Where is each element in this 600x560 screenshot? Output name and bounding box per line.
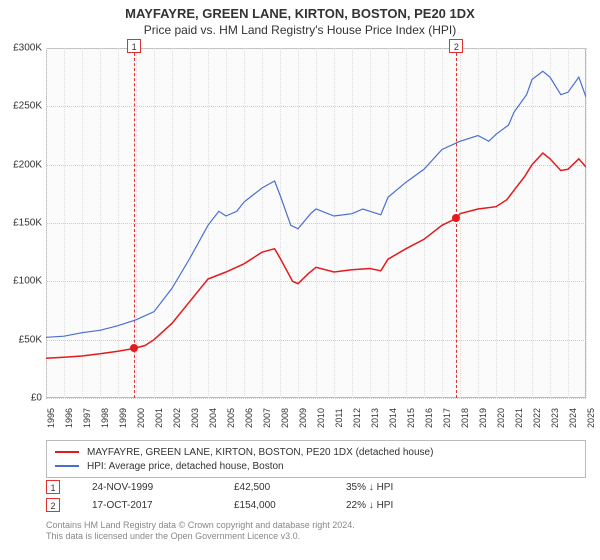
x-tick-label: 2012 [352, 408, 362, 428]
sale-date: 17-OCT-2017 [92, 500, 202, 511]
x-tick-label: 2022 [532, 408, 542, 428]
x-tick-label: 1995 [46, 408, 56, 428]
x-tick-label: 2004 [208, 408, 218, 428]
footer: Contains HM Land Registry data © Crown c… [46, 520, 586, 543]
x-tick-label: 2009 [298, 408, 308, 428]
marker-dot [130, 344, 138, 352]
x-tick-label: 2003 [190, 408, 200, 428]
x-tick-label: 2011 [334, 408, 344, 427]
x-axis-labels: 1995199619971998199920002001200220032004… [46, 400, 586, 420]
x-tick-label: 1996 [64, 408, 74, 428]
series-hpi [46, 71, 586, 337]
line-series [46, 48, 586, 398]
x-tick-label: 2010 [316, 408, 326, 428]
series-price_paid [46, 153, 586, 358]
x-tick-label: 2024 [568, 408, 578, 428]
legend-label: HPI: Average price, detached house, Bost… [87, 461, 284, 472]
y-tick-label: £200K [2, 159, 42, 170]
sale-marker-box: 1 [46, 480, 60, 494]
x-tick-label: 2016 [424, 408, 434, 428]
legend-swatch [55, 451, 79, 453]
sales-table: 1 24-NOV-1999 £42,500 35% ↓ HPI 2 17-OCT… [46, 478, 586, 514]
sale-price: £154,000 [234, 500, 314, 511]
x-tick-label: 2014 [388, 408, 398, 428]
x-tick-label: 2008 [280, 408, 290, 428]
x-tick-label: 2017 [442, 408, 452, 428]
legend-swatch [55, 465, 79, 467]
x-tick-label: 2006 [244, 408, 254, 428]
chart-title: MAYFAYRE, GREEN LANE, KIRTON, BOSTON, PE… [0, 0, 600, 21]
y-tick-label: £50K [2, 334, 42, 345]
x-tick-label: 2018 [460, 408, 470, 428]
y-tick-label: £300K [2, 43, 42, 54]
x-tick-label: 2023 [550, 408, 560, 428]
sale-delta: 35% ↓ HPI [346, 482, 446, 493]
sale-date: 24-NOV-1999 [92, 482, 202, 493]
sale-price: £42,500 [234, 482, 314, 493]
x-tick-label: 2007 [262, 408, 272, 428]
footer-line: Contains HM Land Registry data © Crown c… [46, 520, 586, 531]
y-tick-label: £0 [2, 393, 42, 404]
x-tick-label: 2002 [172, 408, 182, 428]
chart-subtitle: Price paid vs. HM Land Registry's House … [0, 23, 600, 37]
x-tick-label: 2013 [370, 408, 380, 428]
sales-row: 1 24-NOV-1999 £42,500 35% ↓ HPI [46, 478, 586, 496]
x-tick-label: 2001 [154, 408, 164, 428]
y-tick-label: £250K [2, 101, 42, 112]
x-tick-label: 2019 [478, 408, 488, 428]
legend-item: MAYFAYRE, GREEN LANE, KIRTON, BOSTON, PE… [55, 445, 577, 459]
legend: MAYFAYRE, GREEN LANE, KIRTON, BOSTON, PE… [46, 440, 586, 478]
x-tick-label: 2000 [136, 408, 146, 428]
x-tick-label: 2025 [586, 408, 596, 428]
marker-dot [452, 214, 460, 222]
x-tick-label: 2015 [406, 408, 416, 428]
legend-item: HPI: Average price, detached house, Bost… [55, 459, 577, 473]
x-tick-label: 2005 [226, 408, 236, 428]
sale-marker-box: 2 [46, 498, 60, 512]
chart-area: £0£50K£100K£150K£200K£250K£300K 12 19951… [46, 48, 586, 418]
chart-container: MAYFAYRE, GREEN LANE, KIRTON, BOSTON, PE… [0, 0, 600, 560]
x-tick-label: 1999 [118, 408, 128, 428]
footer-line: This data is licensed under the Open Gov… [46, 531, 586, 542]
sale-delta: 22% ↓ HPI [346, 500, 446, 511]
x-tick-label: 1997 [82, 408, 92, 428]
x-tick-label: 2021 [514, 408, 524, 428]
sales-row: 2 17-OCT-2017 £154,000 22% ↓ HPI [46, 496, 586, 514]
y-tick-label: £150K [2, 218, 42, 229]
y-tick-label: £100K [2, 276, 42, 287]
x-tick-label: 2020 [496, 408, 506, 428]
legend-label: MAYFAYRE, GREEN LANE, KIRTON, BOSTON, PE… [87, 447, 433, 458]
x-tick-label: 1998 [100, 408, 110, 428]
